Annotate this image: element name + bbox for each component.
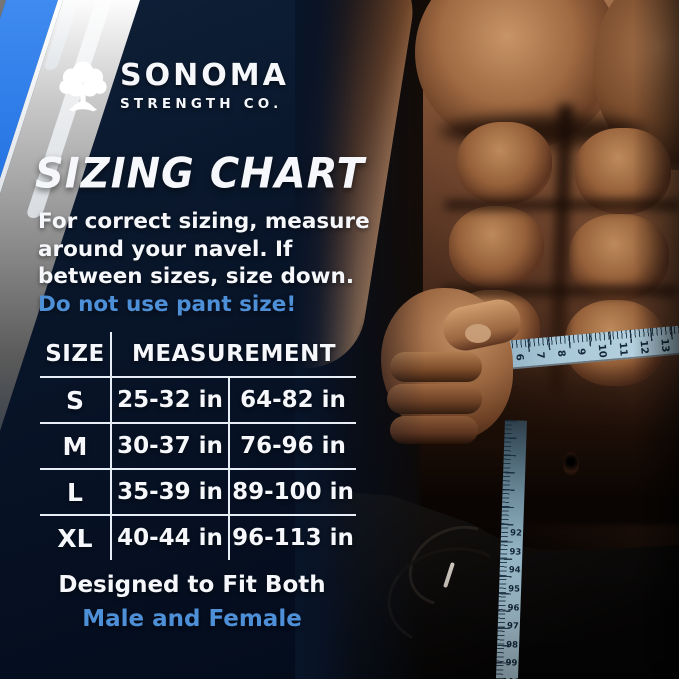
footer-line2: Male and Female	[82, 606, 302, 632]
table-cell-size: L	[40, 470, 112, 516]
table-cell-size: S	[40, 378, 112, 424]
model-photo: 3 4 5 6 7 8 9 10 11 12 13 14 92 93 94	[295, 0, 679, 679]
table-cell-measurement: 96-113 in	[232, 525, 354, 551]
table-cell-measurement: 64-82 in	[230, 378, 356, 424]
brand-logo: SONOMA STRENGTH CO.	[55, 56, 289, 116]
instructions-warning: Do not use pant size!	[38, 291, 297, 317]
table-cell-measurement: 40-44 in	[112, 516, 230, 560]
instructions-text: For correct sizing, measure around your …	[38, 209, 370, 289]
table-cell-measurement: 25-32 in	[112, 378, 230, 424]
footer-note: Designed to Fit Both Male and Female	[25, 572, 359, 632]
brand-name: SONOMA	[120, 57, 289, 93]
table-cell-measurement: 35-39 in	[112, 470, 230, 516]
table-cell-measurement: 89-100 in	[230, 470, 356, 516]
tree-icon	[59, 61, 107, 112]
footer-line1: Designed to Fit Both	[58, 572, 326, 598]
table-cell-measurement: 30-37 in	[112, 424, 230, 470]
sizing-instructions: For correct sizing, measure around your …	[38, 208, 372, 318]
photo-blend-overlay	[295, 0, 679, 679]
table-cell-size: M	[40, 424, 112, 470]
table-cell-size: XL	[40, 516, 112, 560]
table-cell-measurement: 76-96 in	[230, 424, 356, 470]
brand-tagline: STRENGTH CO.	[120, 95, 283, 112]
column-header-size: SIZE	[40, 332, 112, 378]
page-title: SIZING CHART	[35, 150, 365, 198]
size-table: SIZE MEASUREMENT S 25-32 in 64-82 in M 3…	[40, 332, 356, 560]
brand-text: SONOMA STRENGTH CO.	[120, 57, 289, 112]
column-header-measurement: MEASUREMENT	[112, 332, 356, 378]
